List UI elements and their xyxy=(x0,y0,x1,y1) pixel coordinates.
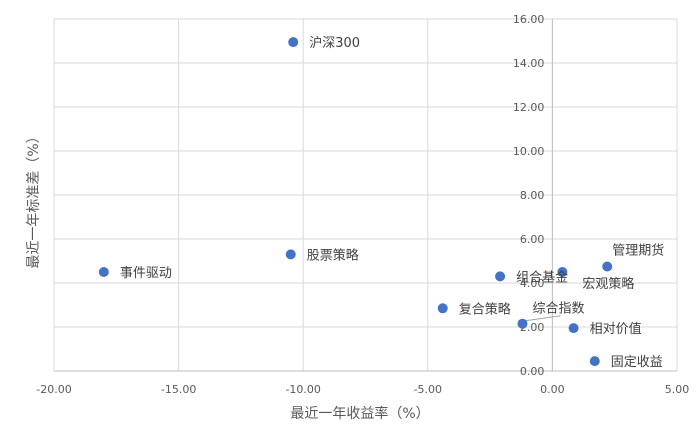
data-label: 组合基金 xyxy=(516,269,568,285)
y-tick-label: 0.00 xyxy=(520,365,545,378)
y-tick-label: 14.00 xyxy=(513,57,545,70)
grid xyxy=(53,18,678,372)
data-label: 综合指数 xyxy=(532,302,584,317)
x-tick-label: -20.00 xyxy=(36,383,71,396)
x-axis-title: 最近一年收益率（%） xyxy=(290,405,429,422)
leader-lines xyxy=(525,315,561,322)
x-tick-label: 5.00 xyxy=(665,383,690,396)
data-point xyxy=(517,318,528,329)
data-point xyxy=(602,261,613,272)
data-label: 管理期货 xyxy=(612,243,664,259)
y-tick-label: 12.00 xyxy=(513,101,545,114)
data-label: 相对价值 xyxy=(590,321,642,337)
y-axis-title: 最近一年标准差（%） xyxy=(26,129,42,268)
y-tick-label: 10.00 xyxy=(513,145,545,158)
data-points xyxy=(98,37,613,367)
axes xyxy=(54,19,677,372)
y-tick-label: 8.00 xyxy=(520,189,545,202)
x-tick-label: -15.00 xyxy=(161,383,196,396)
data-label: 股票策略 xyxy=(307,247,359,263)
data-point xyxy=(568,323,579,334)
data-point xyxy=(557,267,568,277)
x-tick-label: 0.00 xyxy=(540,383,565,396)
data-label: 固定收益 xyxy=(611,355,663,370)
data-label: 复合策略 xyxy=(459,301,511,317)
data-label: 沪深300 xyxy=(309,35,360,51)
x-tick-labels: -20.00 -15.00 -10.00 -5.00 0.00 5.00 xyxy=(36,383,689,396)
data-point xyxy=(589,356,600,367)
data-point xyxy=(437,303,448,314)
data-point xyxy=(495,271,506,282)
x-tick-label: -10.00 xyxy=(285,383,320,396)
x-tick-label: -5.00 xyxy=(414,383,442,396)
data-point xyxy=(285,249,296,260)
data-point xyxy=(98,267,109,277)
y-tick-label: 16.00 xyxy=(513,13,545,26)
leader-line xyxy=(525,315,561,322)
y-tick-label: 6.00 xyxy=(520,233,545,246)
y-tick-label: 4.00 xyxy=(520,277,545,290)
data-point xyxy=(288,37,299,48)
data-label: 宏观策略 xyxy=(582,276,634,292)
data-label: 事件驱动 xyxy=(120,266,172,281)
